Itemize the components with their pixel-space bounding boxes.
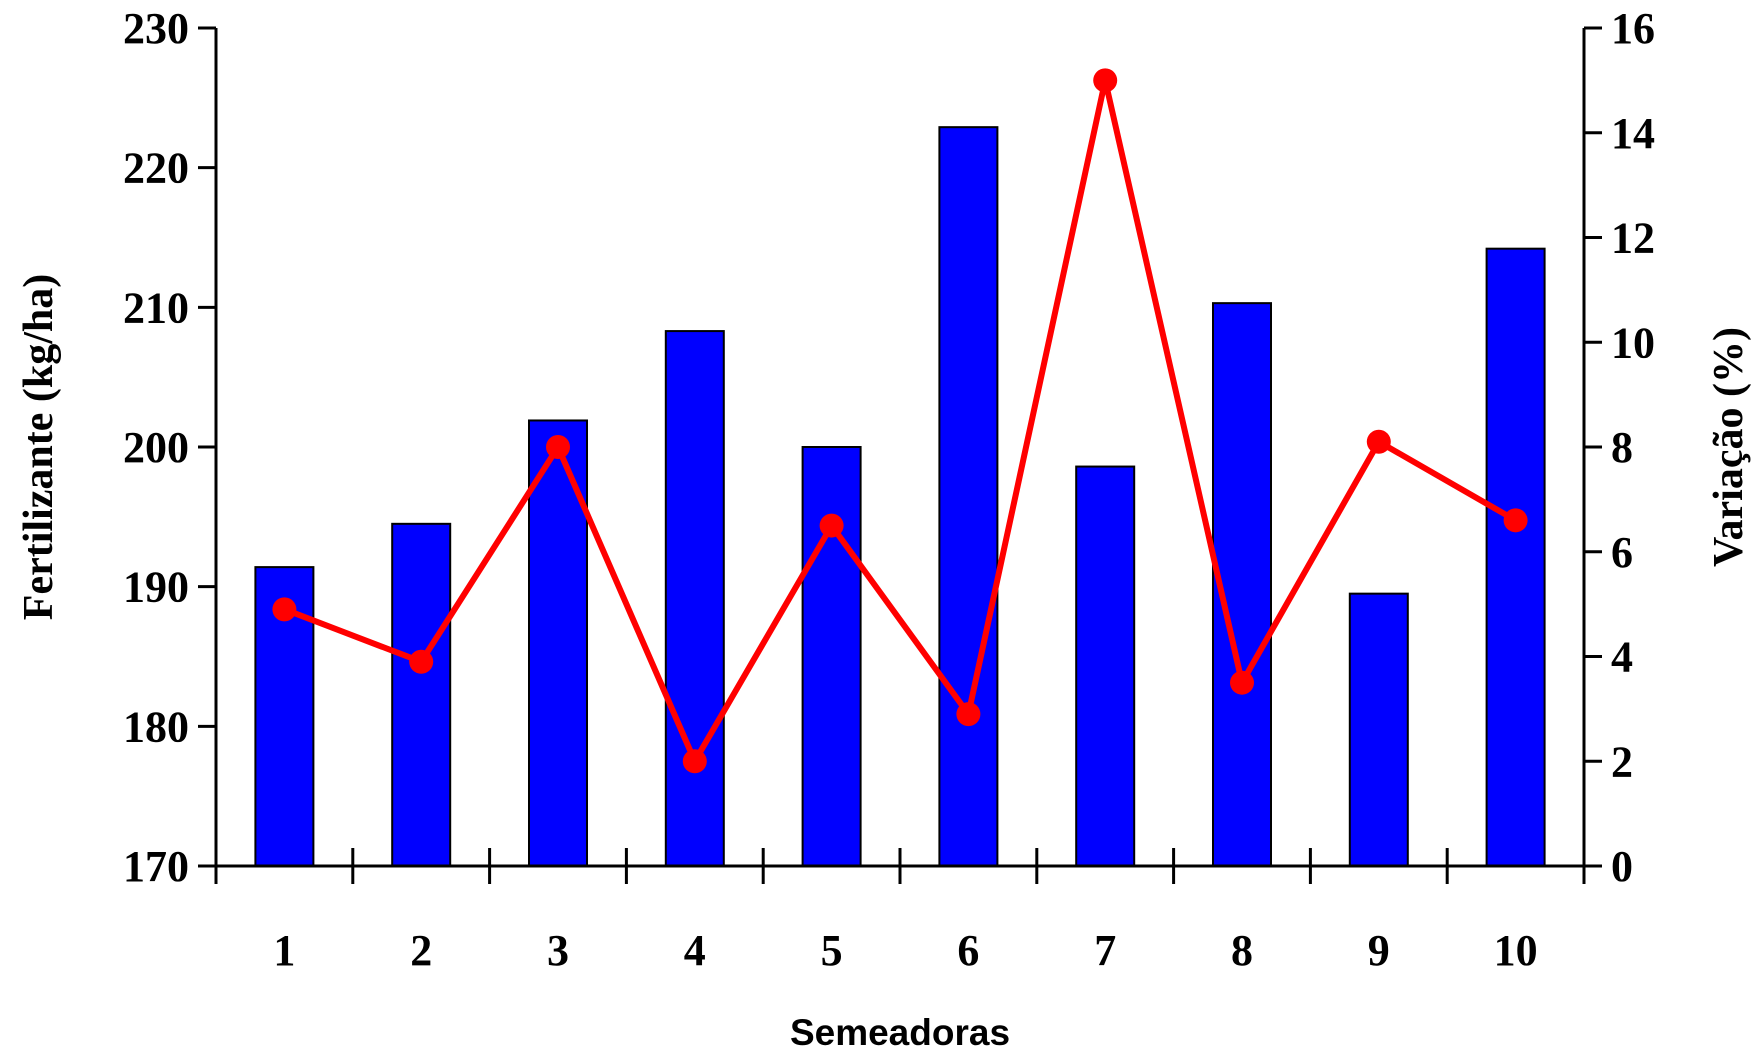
right-tick-label: 6 — [1611, 528, 1633, 577]
bar-10 — [1485, 247, 1546, 867]
right-tick-label: 2 — [1611, 737, 1633, 786]
line-point-5 — [819, 513, 844, 538]
line-point-8 — [1230, 670, 1254, 695]
bar-series — [254, 126, 1546, 868]
right-tick-label: 0 — [1611, 842, 1633, 891]
left-tick-label: 210 — [123, 283, 189, 332]
category-label-4: 4 — [684, 926, 706, 975]
right-tick-label: 4 — [1611, 633, 1633, 682]
right-axis-ticks: 16 14 12 10 8 6 4 2 0 — [1584, 4, 1655, 891]
x-axis-ticks: 1 2 3 4 5 6 7 8 9 10 — [214, 848, 1586, 975]
category-label-10: 10 — [1494, 926, 1538, 975]
bar-9 — [1348, 592, 1409, 868]
line-point-3 — [546, 435, 570, 459]
right-tick-label: 14 — [1611, 109, 1655, 158]
category-label-5: 5 — [821, 926, 843, 975]
left-tick-label: 220 — [123, 144, 189, 193]
right-tick-label: 10 — [1611, 318, 1655, 367]
left-tick-label: 170 — [123, 842, 189, 891]
category-label-9: 9 — [1368, 926, 1390, 975]
variation-line — [283, 79, 1518, 768]
line-point-4 — [682, 749, 707, 774]
line-point-10 — [1503, 508, 1528, 533]
category-label-6: 6 — [957, 926, 979, 975]
bar-7 — [1075, 465, 1136, 867]
category-label-2: 2 — [410, 926, 432, 975]
line-point-6 — [956, 702, 981, 727]
left-tick-label: 180 — [123, 702, 189, 751]
category-label-7: 7 — [1094, 926, 1116, 975]
left-tick-label: 200 — [123, 423, 189, 472]
category-label-8: 8 — [1231, 926, 1253, 975]
bar-2 — [391, 522, 452, 867]
y-right-axis-title: Variação (%) — [1706, 327, 1752, 567]
category-label-3: 3 — [547, 926, 569, 975]
left-axis-ticks: 230 220 210 200 190 180 170 — [123, 4, 216, 891]
line-point-1 — [272, 597, 297, 622]
x-axis-title: Semeadoras — [790, 1012, 1010, 1053]
bar-6 — [938, 126, 999, 867]
line-point-7 — [1093, 68, 1118, 93]
y-left-axis-title: Fertilizante (kg/ha) — [16, 274, 62, 620]
bar-4 — [664, 330, 725, 867]
line-series — [272, 68, 1528, 774]
line-point-9 — [1366, 429, 1391, 454]
right-tick-label: 8 — [1611, 423, 1633, 472]
bar-5 — [801, 446, 862, 867]
right-tick-label: 16 — [1611, 4, 1655, 53]
right-tick-label: 12 — [1611, 214, 1655, 263]
left-tick-label: 230 — [123, 4, 189, 53]
line-point-2 — [409, 649, 434, 674]
category-label-1: 1 — [273, 926, 295, 975]
left-tick-label: 190 — [123, 563, 189, 612]
